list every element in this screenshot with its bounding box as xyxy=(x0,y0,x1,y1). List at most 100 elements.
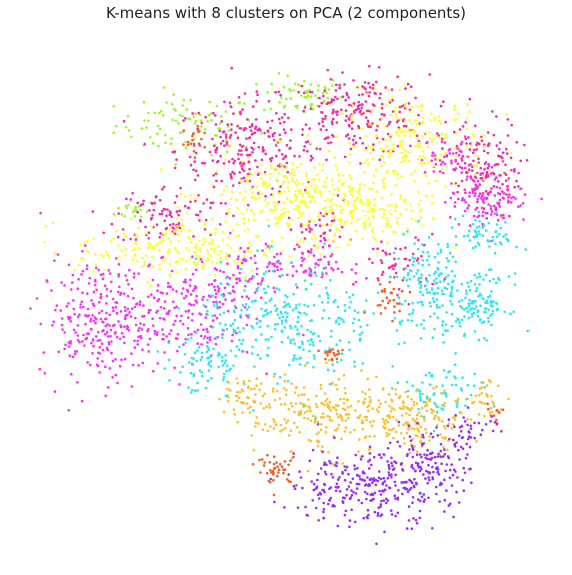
data-point xyxy=(271,194,275,197)
data-point xyxy=(302,348,305,351)
data-point xyxy=(443,329,447,332)
data-point xyxy=(341,197,344,201)
data-point xyxy=(476,197,480,201)
data-point xyxy=(460,171,464,174)
data-point xyxy=(198,369,202,372)
data-point xyxy=(394,392,398,396)
data-point xyxy=(398,110,402,114)
data-point xyxy=(372,247,375,251)
data-point xyxy=(218,300,221,304)
data-point xyxy=(328,499,332,502)
data-point xyxy=(200,343,203,346)
data-point xyxy=(289,341,293,345)
data-point xyxy=(303,303,306,307)
data-point xyxy=(387,122,391,126)
data-point xyxy=(469,142,472,145)
data-point xyxy=(470,301,474,305)
data-point xyxy=(342,320,345,324)
data-point xyxy=(245,308,249,311)
data-point xyxy=(249,245,253,248)
data-point xyxy=(302,333,305,337)
data-point xyxy=(372,182,375,185)
data-point xyxy=(437,243,440,246)
data-point xyxy=(317,177,321,181)
data-point xyxy=(377,278,380,282)
data-point xyxy=(292,484,296,488)
data-point xyxy=(310,178,314,181)
data-point xyxy=(211,260,214,264)
data-point xyxy=(169,142,173,145)
data-point xyxy=(279,252,283,255)
data-point xyxy=(175,158,178,161)
data-point xyxy=(436,455,440,458)
data-point xyxy=(343,478,347,482)
data-point xyxy=(489,213,493,216)
data-point xyxy=(472,159,475,163)
data-point xyxy=(105,330,109,334)
data-point xyxy=(507,275,511,278)
data-point xyxy=(410,407,414,410)
data-point xyxy=(464,201,468,204)
data-point xyxy=(321,271,324,274)
data-point xyxy=(354,141,358,144)
data-point xyxy=(368,91,371,94)
data-point xyxy=(390,461,393,465)
data-point xyxy=(82,305,85,309)
data-point xyxy=(487,407,490,411)
data-point xyxy=(447,370,450,374)
data-point xyxy=(109,240,113,243)
data-point xyxy=(476,309,480,312)
data-point xyxy=(266,91,269,94)
data-point xyxy=(474,172,477,176)
data-point xyxy=(381,207,385,210)
data-point xyxy=(445,266,448,269)
data-point xyxy=(286,224,290,227)
data-point xyxy=(123,317,127,321)
data-point xyxy=(309,95,313,98)
data-point xyxy=(231,229,235,232)
data-point xyxy=(398,309,401,313)
data-point xyxy=(429,408,433,411)
data-point xyxy=(321,120,324,123)
data-point xyxy=(243,195,247,199)
data-point xyxy=(350,489,353,492)
data-point xyxy=(158,316,162,320)
data-point xyxy=(249,256,253,260)
data-point xyxy=(367,144,370,148)
data-point xyxy=(391,96,394,99)
data-point xyxy=(254,118,258,121)
data-point xyxy=(398,117,402,121)
data-point xyxy=(123,215,126,218)
data-point xyxy=(327,136,330,139)
data-point xyxy=(195,213,198,217)
data-point xyxy=(474,208,477,211)
data-point xyxy=(125,324,129,328)
data-point xyxy=(259,283,263,287)
data-point xyxy=(408,488,411,492)
data-point xyxy=(239,161,242,164)
data-point xyxy=(506,152,509,155)
data-point xyxy=(318,491,322,495)
data-point xyxy=(241,212,244,215)
data-point xyxy=(404,149,408,153)
data-point xyxy=(260,307,263,311)
data-point xyxy=(297,189,301,192)
data-point xyxy=(300,192,304,196)
data-point xyxy=(372,209,375,213)
data-point xyxy=(310,480,314,483)
data-point xyxy=(434,179,438,183)
data-point xyxy=(231,333,234,337)
data-point xyxy=(207,369,211,372)
data-point xyxy=(428,452,432,456)
data-point xyxy=(433,272,436,276)
data-point xyxy=(255,384,258,388)
data-point xyxy=(186,326,190,330)
data-point xyxy=(279,217,282,220)
data-point xyxy=(432,170,436,173)
data-point xyxy=(422,327,426,330)
data-point xyxy=(403,120,407,124)
data-point xyxy=(458,426,462,429)
data-point xyxy=(429,305,432,308)
data-point xyxy=(55,304,59,307)
data-point xyxy=(297,413,301,417)
